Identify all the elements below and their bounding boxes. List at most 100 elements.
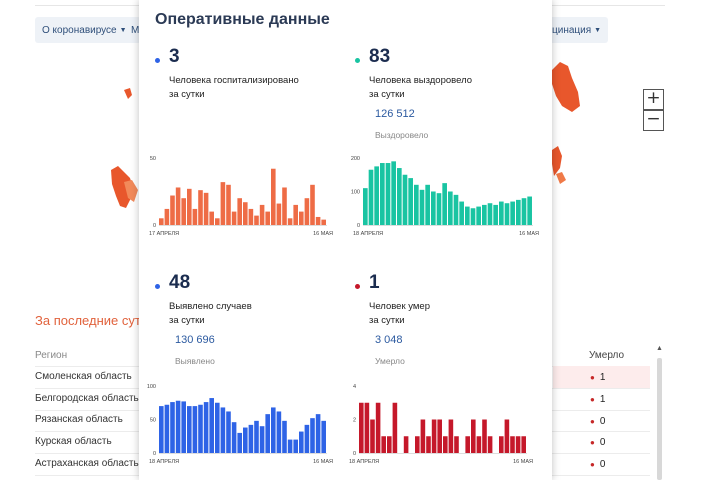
y-tick-label: 0 [153, 223, 156, 229]
map-region [124, 88, 132, 99]
bar [310, 184, 315, 225]
bar [299, 211, 304, 225]
region-name: Смоленская область [35, 371, 132, 382]
bar [415, 436, 420, 453]
region-name: Курская область [35, 436, 112, 447]
bar [527, 196, 532, 225]
zoom-out-button[interactable]: − [643, 110, 664, 131]
bar [220, 407, 226, 453]
y-tick-label: 0 [153, 451, 156, 457]
bar [170, 195, 175, 225]
map-region [552, 146, 562, 176]
bar [237, 198, 242, 225]
y-tick-label: 50 [150, 156, 156, 162]
bar [487, 436, 493, 453]
bar-chart: 4 2 0 18 АПРЕЛЯ 16 МАЯ [349, 384, 533, 465]
bar [287, 439, 293, 453]
y-tick-label: 2 [353, 418, 356, 424]
x-end-label: 16 МАЯ [313, 459, 333, 465]
section-title-last-day: За последние сутки [35, 313, 154, 328]
bar [521, 436, 526, 453]
bar [187, 406, 192, 453]
scrollbar-thumb[interactable] [657, 358, 662, 480]
died-value: 0 [599, 436, 606, 448]
region-name: Астраханская область [35, 458, 139, 469]
stat-total-label: Выявлено [175, 356, 215, 366]
bar [282, 187, 287, 225]
column-header-died: Умерло [589, 350, 625, 361]
zoom-in-button[interactable]: + [643, 89, 664, 110]
bar [431, 191, 436, 225]
y-tick-label: 200 [351, 156, 360, 162]
bar [170, 402, 175, 453]
nav-dropdown-second[interactable]: М [127, 17, 141, 43]
bar [493, 204, 498, 225]
bar [374, 166, 379, 226]
bar [159, 406, 164, 453]
bar [482, 204, 487, 225]
nav-dropdown-about-coronavirus[interactable]: О коронавирусе ▼ [35, 17, 134, 43]
stat-description: Выявлено случаев за сутки [169, 301, 252, 326]
bullet-icon [355, 284, 360, 289]
bar [436, 193, 442, 225]
x-start-label: 18 АПРЕЛЯ [353, 231, 383, 237]
bar [437, 419, 442, 453]
bar [420, 419, 426, 453]
bar [431, 419, 437, 453]
bar [237, 432, 242, 453]
bar [254, 420, 259, 453]
bar [470, 208, 476, 225]
died-cell: ● 1 [553, 366, 650, 388]
scroll-up-arrow-icon[interactable]: ▲ [656, 345, 663, 352]
bar [282, 420, 287, 453]
bar [471, 419, 476, 453]
bar-chart: 100 50 0 18 АПРЕЛЯ 16 МАЯ [147, 384, 333, 465]
bar [453, 194, 459, 225]
map-region [124, 180, 138, 202]
bar [293, 439, 298, 453]
bar [391, 161, 396, 225]
bar [192, 208, 198, 225]
stat-total-label: Выздоровело [375, 130, 429, 140]
bar [315, 414, 321, 453]
bar [259, 426, 265, 453]
chart-recovered: 200 100 0 18 АПРЕЛЯ 16 МАЯ [345, 150, 545, 242]
bar [476, 206, 481, 225]
nav-dropdown-label: цинация [552, 24, 592, 36]
bar [220, 182, 226, 225]
y-tick-label: 4 [353, 384, 356, 390]
bar [181, 198, 186, 225]
stat-total: 130 696 [175, 334, 215, 346]
bar-chart: 200 100 0 18 АПРЕЛЯ 16 МАЯ [351, 156, 539, 237]
bar [516, 199, 521, 226]
bar [442, 183, 447, 226]
bar [364, 402, 370, 453]
bar [198, 190, 203, 225]
stat-value: 1 [369, 272, 380, 293]
bar [321, 420, 326, 453]
stat-total: 126 512 [375, 108, 415, 120]
x-end-label: 16 МАЯ [519, 231, 539, 237]
bar [321, 219, 326, 225]
died-cell: ● 0 [553, 431, 650, 453]
bar [231, 211, 237, 225]
bar [198, 404, 203, 453]
region-name: Рязанская область [35, 414, 123, 425]
bar [276, 203, 282, 225]
bar [304, 198, 310, 225]
bar [243, 202, 248, 225]
bar [226, 411, 231, 453]
bar [215, 402, 220, 453]
bar [515, 436, 521, 453]
bar [510, 436, 515, 453]
stat-total-label: Умерло [375, 356, 405, 366]
bar [454, 436, 459, 453]
bar [465, 436, 470, 453]
bar [209, 211, 214, 225]
bar [164, 208, 170, 225]
bar [187, 188, 192, 225]
bar [425, 184, 430, 225]
dot-icon: ● [590, 437, 595, 447]
bar [254, 215, 259, 225]
